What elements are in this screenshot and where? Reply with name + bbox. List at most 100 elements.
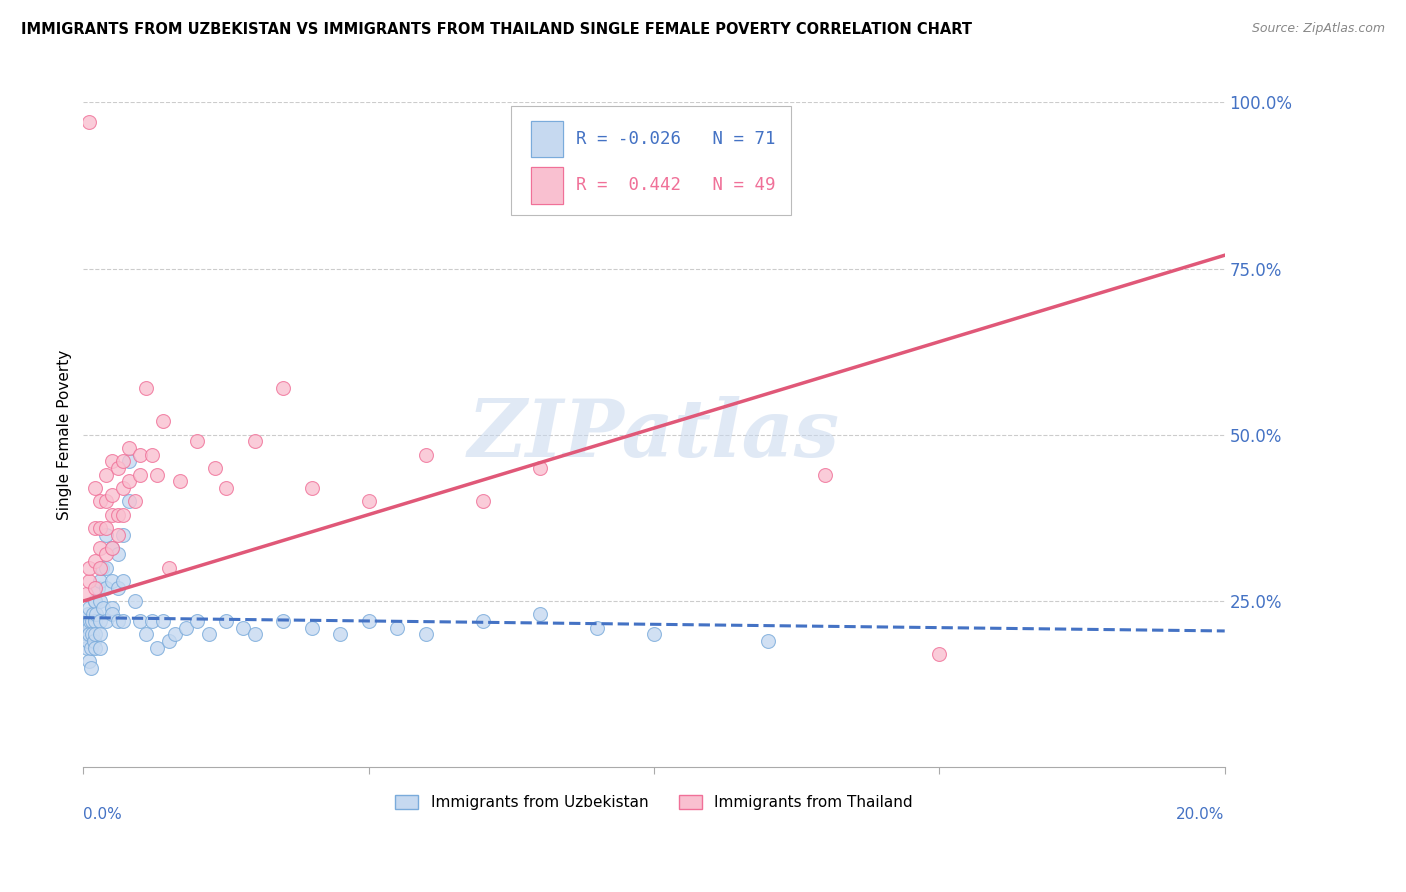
Point xyxy=(243,627,266,641)
Point xyxy=(75,587,97,601)
Point xyxy=(80,640,103,655)
Point xyxy=(174,621,197,635)
Point xyxy=(301,481,323,495)
Text: R = -0.026   N = 71: R = -0.026 N = 71 xyxy=(576,130,776,148)
Legend: Immigrants from Uzbekistan, Immigrants from Thailand: Immigrants from Uzbekistan, Immigrants f… xyxy=(389,789,918,816)
Point xyxy=(94,527,117,541)
Point xyxy=(756,634,779,648)
Point xyxy=(129,448,152,462)
Point xyxy=(90,561,112,575)
Point xyxy=(107,508,129,522)
Point xyxy=(101,541,124,555)
Point xyxy=(83,614,105,628)
Point xyxy=(215,481,238,495)
Point xyxy=(77,634,100,648)
Bar xyxy=(530,120,562,157)
Point xyxy=(215,614,238,628)
Point xyxy=(83,481,105,495)
Point xyxy=(89,574,111,588)
Point xyxy=(118,454,141,468)
Point xyxy=(198,627,221,641)
Point xyxy=(83,581,105,595)
Point xyxy=(112,454,135,468)
Text: IMMIGRANTS FROM UZBEKISTAN VS IMMIGRANTS FROM THAILAND SINGLE FEMALE POVERTY COR: IMMIGRANTS FROM UZBEKISTAN VS IMMIGRANTS… xyxy=(21,22,972,37)
Point xyxy=(112,508,135,522)
Point xyxy=(94,581,117,595)
Point xyxy=(89,594,111,608)
Point xyxy=(89,494,111,508)
Point xyxy=(186,614,208,628)
Point xyxy=(82,627,104,641)
Point xyxy=(243,434,266,449)
Point xyxy=(415,627,437,641)
Point xyxy=(471,614,494,628)
Point xyxy=(124,594,146,608)
Point xyxy=(814,467,837,482)
Point xyxy=(301,621,323,635)
Point xyxy=(118,494,141,508)
Point xyxy=(112,574,135,588)
Point xyxy=(77,627,100,641)
Point xyxy=(152,614,174,628)
Point xyxy=(135,627,157,641)
Point xyxy=(89,541,111,555)
Point xyxy=(101,607,124,622)
Point xyxy=(77,600,100,615)
Point xyxy=(186,434,208,449)
Point xyxy=(89,640,111,655)
Point xyxy=(84,607,107,622)
Text: Source: ZipAtlas.com: Source: ZipAtlas.com xyxy=(1251,22,1385,36)
Point xyxy=(415,448,437,462)
Point xyxy=(271,614,294,628)
Point xyxy=(118,475,141,489)
Point xyxy=(89,561,111,575)
Point xyxy=(586,621,609,635)
Point xyxy=(101,600,124,615)
Point xyxy=(124,494,146,508)
Text: ZIPatlas: ZIPatlas xyxy=(468,396,839,474)
Point xyxy=(112,527,135,541)
Point xyxy=(529,607,551,622)
Point xyxy=(94,614,117,628)
Point xyxy=(163,627,186,641)
Point xyxy=(86,581,108,595)
Text: 0.0%: 0.0% xyxy=(83,807,122,822)
Point xyxy=(129,467,152,482)
Point xyxy=(76,627,98,641)
Point xyxy=(157,561,180,575)
Point xyxy=(94,521,117,535)
Point xyxy=(357,614,380,628)
Point xyxy=(80,614,103,628)
Point xyxy=(101,454,124,468)
Point xyxy=(157,634,180,648)
Point xyxy=(129,614,152,628)
Point xyxy=(75,614,97,628)
Point xyxy=(83,634,105,648)
Point xyxy=(91,600,114,615)
Point xyxy=(83,521,105,535)
Point xyxy=(77,574,100,588)
Point xyxy=(146,640,169,655)
Point xyxy=(329,627,352,641)
Point xyxy=(107,614,129,628)
Point xyxy=(152,415,174,429)
Point xyxy=(112,481,135,495)
Point xyxy=(107,527,129,541)
Point xyxy=(101,508,124,522)
Point xyxy=(83,554,105,568)
Point xyxy=(101,541,124,555)
Point xyxy=(529,461,551,475)
Point xyxy=(89,614,111,628)
Point xyxy=(83,594,105,608)
Point xyxy=(357,494,380,508)
Point xyxy=(79,614,101,628)
Point xyxy=(94,494,117,508)
Point xyxy=(89,627,111,641)
Text: R =  0.442   N = 49: R = 0.442 N = 49 xyxy=(576,177,776,194)
Point xyxy=(107,461,129,475)
Point xyxy=(94,467,117,482)
Point xyxy=(928,647,950,661)
Y-axis label: Single Female Poverty: Single Female Poverty xyxy=(58,350,72,520)
Point xyxy=(94,548,117,562)
Point xyxy=(141,448,163,462)
